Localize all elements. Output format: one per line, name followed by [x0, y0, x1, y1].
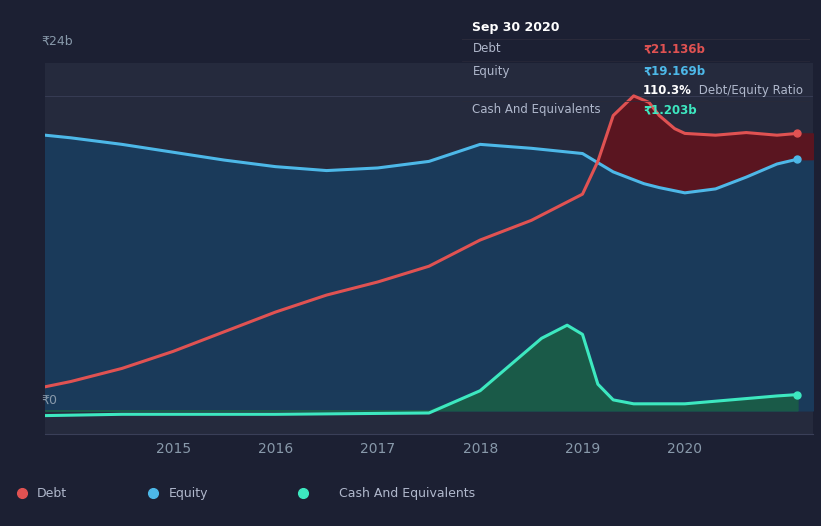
Text: ₹0: ₹0: [41, 393, 57, 407]
Text: ₹24b: ₹24b: [41, 35, 73, 48]
Text: Sep 30 2020: Sep 30 2020: [472, 21, 560, 34]
Text: Debt/Equity Ratio: Debt/Equity Ratio: [695, 84, 803, 97]
Text: ₹19.169b: ₹19.169b: [643, 65, 705, 77]
Text: ₹21.136b: ₹21.136b: [643, 43, 705, 56]
Text: Cash And Equivalents: Cash And Equivalents: [472, 103, 601, 116]
Text: Cash And Equivalents: Cash And Equivalents: [339, 487, 475, 500]
Text: 110.3%: 110.3%: [643, 84, 692, 97]
Text: Debt: Debt: [472, 43, 501, 56]
Text: Equity: Equity: [472, 65, 510, 77]
Text: Debt: Debt: [37, 487, 67, 500]
Text: ₹1.203b: ₹1.203b: [643, 103, 696, 116]
Text: Equity: Equity: [168, 487, 208, 500]
